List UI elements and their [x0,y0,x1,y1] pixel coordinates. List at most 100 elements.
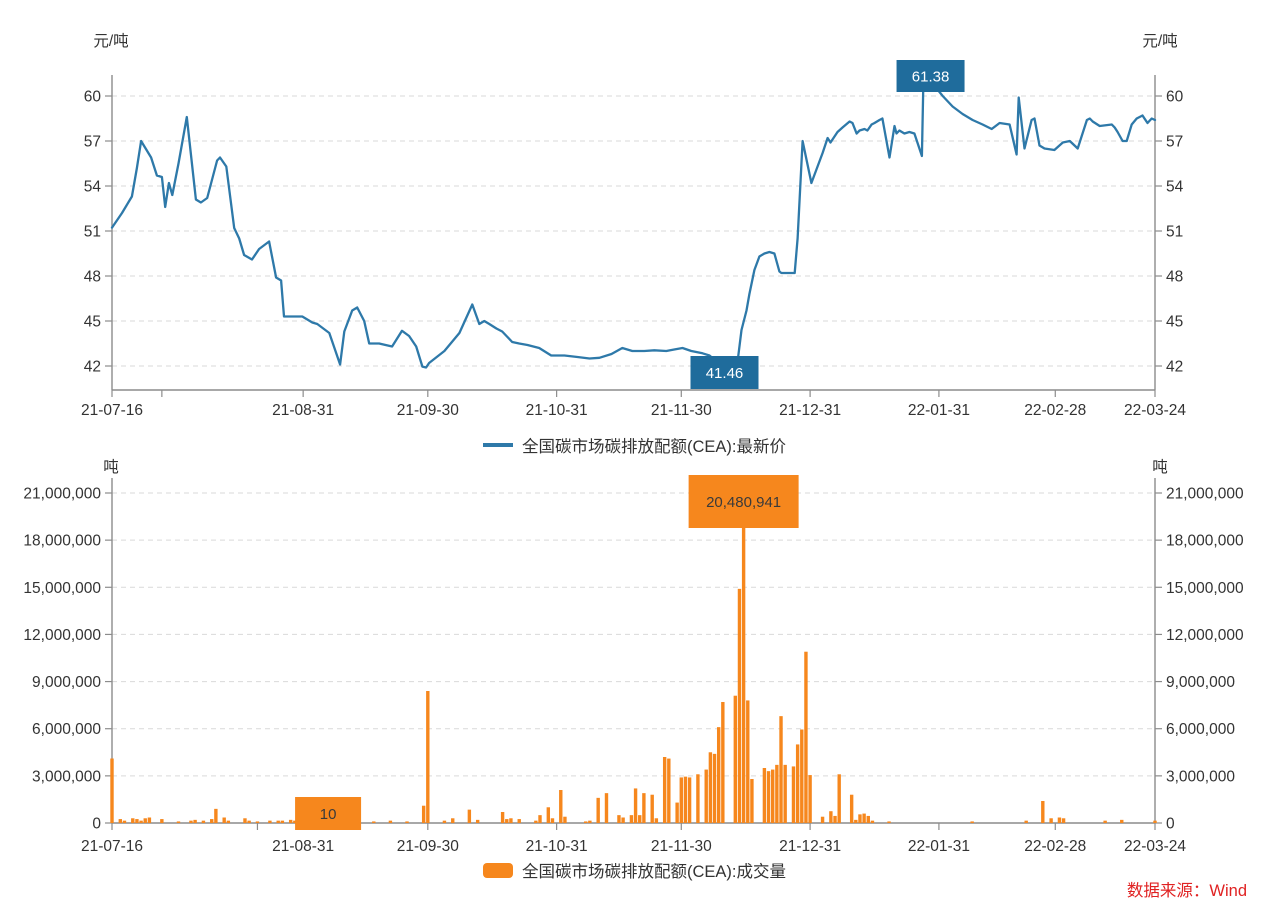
volume-bar [829,811,833,823]
volume-bar [737,588,742,823]
svg-text:吨: 吨 [103,458,119,476]
volume-bar [833,815,837,823]
volume-bar [617,815,621,823]
volume-bar [1153,820,1157,823]
svg-text:41.46: 41.46 [706,365,744,382]
svg-text:21-08-31: 21-08-31 [272,402,334,419]
volume-bar [563,816,567,823]
volume-bar [550,818,555,823]
volume-legend-bar-swatch [483,862,513,878]
volume-bar [775,764,779,823]
volume-bar [210,819,214,823]
price-legend: 全国碳市场碳排放配额(CEA):最新价 [0,433,1269,457]
volume-bar [247,820,251,823]
volume-legend-label: 全国碳市场碳排放配额(CEA):成交量 [522,863,786,881]
svg-text:10: 10 [320,806,337,823]
volume-bar [629,815,634,823]
volume-bar [762,768,767,823]
svg-text:48: 48 [84,269,101,286]
svg-text:元/吨: 元/吨 [93,32,128,50]
volume-min-callout: 10 [295,797,362,830]
volume-bar [866,815,870,823]
volume-bar [638,815,642,823]
volume-bar [642,793,646,823]
svg-text:3,000,000: 3,000,000 [32,768,101,785]
svg-text:元/吨: 元/吨 [1142,32,1177,50]
svg-text:18,000,000: 18,000,000 [1166,533,1244,550]
price-legend-label: 全国碳市场碳排放配额(CEA):最新价 [522,438,786,456]
volume-bar [1120,819,1124,823]
volume-bar [687,777,692,823]
volume-bar [451,818,455,823]
volume-max-callout: 20,480,941 [688,475,799,528]
volume-bar [500,812,505,823]
volume-bar [509,818,513,823]
volume-bar [122,820,127,823]
volume-bar [131,818,135,823]
svg-text:21,000,000: 21,000,000 [23,486,101,503]
svg-text:9,000,000: 9,000,000 [1166,674,1235,691]
volume-bar [741,501,746,823]
volume-bar [837,774,841,823]
volume-x-axis-labels: 21-07-16 21-08-31 21-09-30 21-10-31 21-11-30… [81,823,1186,855]
price-line [110,74,1157,376]
svg-text:0: 0 [92,816,101,833]
volume-bar [222,817,226,823]
volume-bar [887,821,891,823]
volume-bar [970,821,974,823]
svg-text:6,000,000: 6,000,000 [1166,721,1235,738]
volume-bar [708,752,713,823]
volume-bar [280,820,285,823]
svg-text:21-12-31: 21-12-31 [779,402,841,419]
volume-bar [176,821,181,823]
svg-text:45: 45 [84,314,101,331]
volume-bar [820,816,825,823]
volume-bar [189,820,193,823]
price-legend-line-swatch [483,443,513,447]
svg-text:22-02-28: 22-02-28 [1024,402,1086,419]
volume-bar [388,820,393,823]
volume-bar [858,814,862,823]
volume-bar [679,777,683,823]
volume-bar [475,819,480,823]
volume-gridlines [112,492,1155,777]
volume-bar [650,794,654,823]
volume-bar [1024,820,1028,823]
volume-bar [276,820,280,823]
volume-bar [849,794,854,823]
svg-text:15,000,000: 15,000,000 [23,580,101,597]
svg-text:42: 42 [1166,359,1183,376]
price-axes [111,75,1156,391]
svg-text:3,000,000: 3,000,000 [1166,768,1235,785]
volume-bar [426,691,430,823]
volume-bar [750,779,754,823]
volume-bar [538,815,542,823]
volume-bar [667,758,671,823]
volume-bar [704,769,708,823]
volume-bar [135,819,139,823]
volume-bar [588,820,592,823]
volume-bar [405,821,409,823]
volume-bar [160,819,164,823]
volume-bar [791,766,796,823]
svg-text:21-12-31: 21-12-31 [779,838,841,855]
svg-text:22-01-31: 22-01-31 [908,838,970,855]
data-source-note: 数据来源：Wind [1126,882,1247,900]
volume-legend: 全国碳市场碳排放配额(CEA):成交量 [0,858,1269,882]
svg-text:21-09-30: 21-09-30 [397,402,459,419]
volume-bar [143,818,147,823]
svg-text:21-10-31: 21-10-31 [526,838,588,855]
volume-bar [1103,820,1107,823]
svg-text:21-07-16: 21-07-16 [81,402,143,419]
volume-bar [1061,818,1066,823]
volume-bar [1057,817,1062,823]
volume-bar [633,788,638,823]
volume-bar [779,716,783,823]
volume-bar [733,695,738,823]
svg-text:61.38: 61.38 [912,69,950,86]
volume-bar [712,753,717,823]
volume-bar [800,729,804,823]
volume-bar [421,805,426,823]
volume-bar [372,821,376,823]
